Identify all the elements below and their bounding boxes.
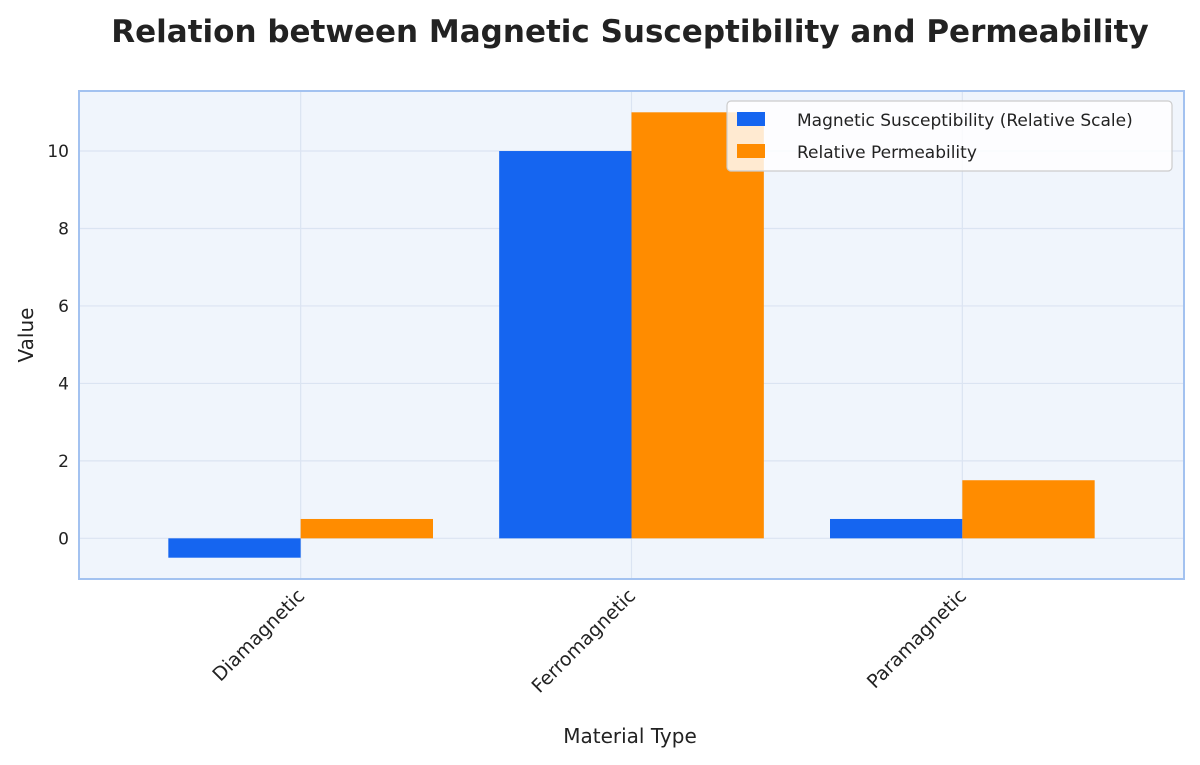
y-tick-label: 0 (58, 529, 69, 549)
x-tick-label: Ferromagnetic (527, 585, 640, 698)
bars (168, 112, 1095, 558)
legend-label-permeability: Relative Permeability (797, 143, 977, 163)
y-tick-label: 4 (58, 374, 69, 394)
y-axis-ticks: 0 2 4 6 8 10 (47, 142, 69, 549)
y-axis-label: Value (14, 308, 38, 363)
y-tick-label: 6 (58, 297, 69, 317)
bar-susceptibility (830, 518, 963, 539)
bar-susceptibility (168, 538, 301, 558)
legend: Magnetic Susceptibility (Relative Scale)… (726, 100, 1173, 172)
legend-label-susceptibility: Magnetic Susceptibility (Relative Scale) (797, 111, 1133, 131)
bar-permeability (300, 518, 433, 539)
bar-permeability (631, 112, 764, 539)
legend-swatch-permeability (737, 144, 765, 158)
y-tick-label: 2 (58, 452, 69, 472)
plot-frame (78, 90, 1185, 580)
x-axis-label: Material Type (563, 724, 697, 748)
legend-box (726, 100, 1173, 172)
y-tick-label: 10 (47, 142, 69, 162)
chart-title: Relation between Magnetic Susceptibility… (111, 14, 1148, 50)
x-tick-label: Diamagnetic (208, 585, 309, 686)
x-tick-label: Paramagnetic (863, 585, 971, 693)
y-tick-label: 8 (58, 219, 69, 239)
legend-swatch-susceptibility (737, 112, 765, 126)
bar-permeability (962, 480, 1095, 539)
x-axis-ticks: Diamagnetic Ferromagnetic Paramagnetic (208, 585, 971, 698)
bar-susceptibility (499, 151, 632, 539)
